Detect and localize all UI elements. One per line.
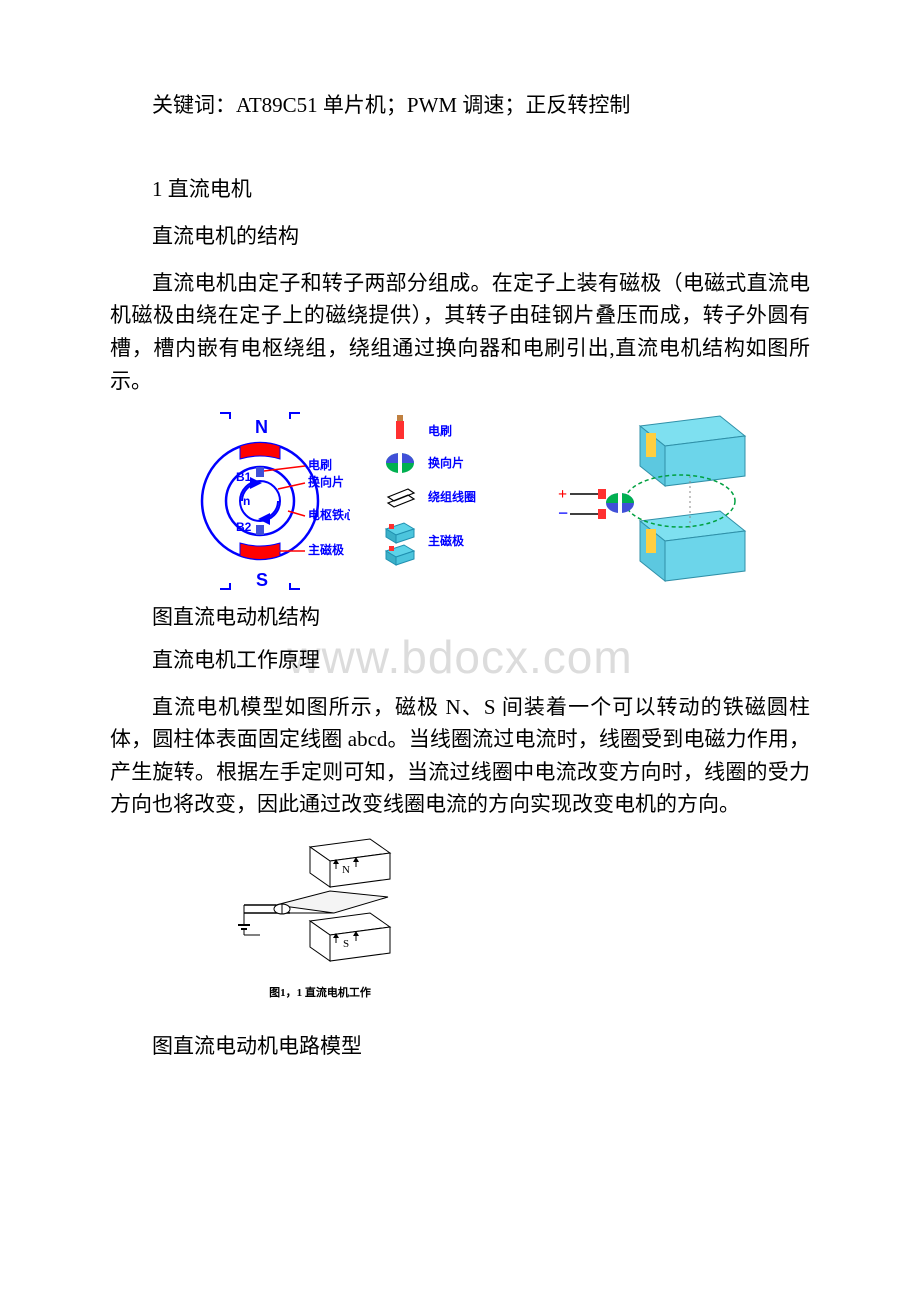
label-n: n — [243, 494, 250, 508]
fig2-N: N — [342, 864, 350, 876]
svg-text:−: − — [558, 503, 568, 523]
legend-pole: 主磁极 — [428, 533, 465, 548]
keywords-line: 关键词：AT89C51 单片机；PWM 调速；正反转控制 — [110, 90, 810, 122]
figure-1-caption: 图直流电动机结构 — [110, 601, 810, 631]
figure-2-svg: N S — [230, 835, 410, 975]
document-body: 关键词：AT89C51 单片机；PWM 调速；正反转控制 1 直流电机 直流电机… — [110, 90, 810, 1060]
label-armature-1: 电枢铁心 — [308, 507, 350, 522]
section-1-sub2: 直流电机工作原理 — [110, 643, 810, 679]
label-brush-1: 电刷 — [308, 457, 332, 472]
figure-2-inner-caption: 图1，1 直流电机工作 — [230, 984, 410, 1000]
figure-1-legend: 电刷 换向片 绕组线圈 主磁极 — [380, 411, 520, 591]
figure-1: N S B1 B2 n 电刷 换向片 电枢铁心 — [110, 411, 810, 591]
label-B1: B1 — [236, 470, 252, 484]
label-pole-1: 主磁极 — [308, 542, 345, 557]
figure-1-cross-section: N S B1 B2 n 电刷 换向片 电枢铁心 — [170, 411, 350, 591]
figure-2: N S 图1，1 直流电机工作 — [230, 835, 810, 1000]
svg-text:+: + — [558, 486, 567, 503]
section-1-sub1: 直流电机的结构 — [110, 219, 810, 255]
paragraph-2: 直流电机模型如图所示，磁极 N、S 间装着一个可以转动的铁磁圆柱体，圆柱体表面固… — [110, 691, 810, 821]
figure-2-caption: 图直流电动机电路模型 — [110, 1030, 810, 1060]
legend-coil: 绕组线圈 — [428, 489, 476, 504]
figure-1-3d: + − — [550, 411, 750, 591]
label-S: S — [256, 570, 268, 590]
paragraph-1: 直流电机由定子和转子两部分组成。在定子上装有磁极（电磁式直流电机磁极由绕在定子上… — [110, 267, 810, 397]
fig2-S: S — [343, 938, 349, 950]
label-B2: B2 — [236, 520, 252, 534]
section-1-title: 1 直流电机 — [110, 172, 810, 208]
label-N: N — [255, 417, 268, 437]
legend-commutator: 换向片 — [428, 455, 464, 470]
legend-brush: 电刷 — [428, 423, 452, 438]
label-commutator-1: 换向片 — [308, 474, 344, 489]
